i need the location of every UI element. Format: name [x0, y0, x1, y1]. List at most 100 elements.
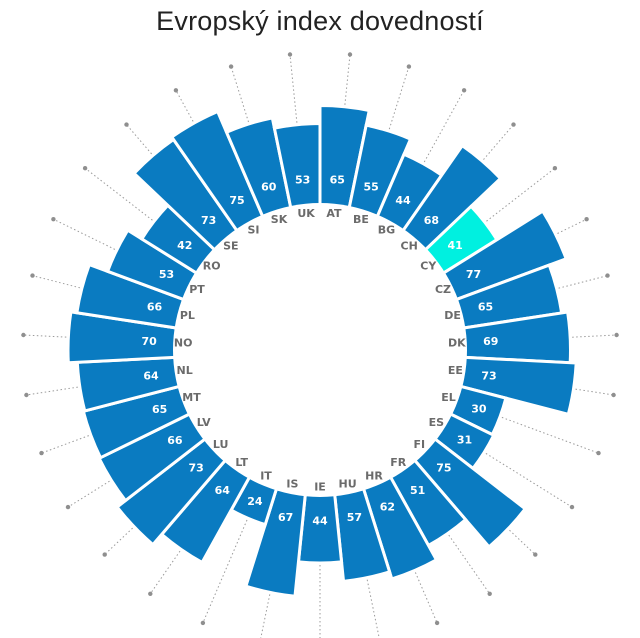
value-label-cz: 77 — [466, 268, 481, 281]
guide-line-si — [175, 90, 194, 122]
guide-line-no — [23, 334, 67, 338]
value-label-fi: 75 — [436, 461, 451, 474]
guide-dot-fi — [533, 552, 538, 557]
value-label-is: 67 — [278, 511, 293, 524]
category-label-ie: IE — [314, 481, 326, 494]
value-label-el: 30 — [471, 402, 487, 415]
value-label-hr: 62 — [380, 501, 395, 514]
guide-dot-cy — [552, 166, 558, 171]
guide-dot-uk — [287, 52, 293, 57]
category-label-be: BE — [353, 213, 369, 226]
value-label-uk: 53 — [295, 173, 310, 186]
guide-dot-sk — [228, 64, 234, 69]
guide-dot-ee — [611, 392, 616, 398]
guide-dot-pt — [51, 217, 56, 222]
category-label-mt: MT — [182, 391, 201, 404]
guide-line-bg — [423, 90, 465, 163]
guide-line-lt — [149, 550, 181, 595]
guide-line-lv — [67, 480, 110, 508]
category-label-dk: DK — [448, 337, 466, 350]
category-label-at: AT — [326, 207, 342, 220]
value-label-it: 24 — [247, 495, 263, 508]
guide-line-is — [260, 594, 271, 638]
category-label-hu: HU — [339, 478, 357, 491]
category-label-ee: EE — [448, 364, 463, 377]
category-label-de: DE — [444, 309, 461, 322]
guide-dot-lu — [102, 552, 107, 557]
value-label-lt: 64 — [215, 484, 231, 497]
guide-line-pl — [32, 275, 81, 289]
guide-line-se — [126, 124, 152, 155]
guide-dot-lv — [65, 504, 71, 510]
value-label-sk: 60 — [261, 180, 277, 193]
guide-dot-ch — [511, 122, 516, 127]
guide-line-sk — [230, 66, 249, 123]
value-label-dk: 69 — [483, 335, 498, 348]
guide-dot-dk — [614, 332, 619, 338]
value-label-bg: 44 — [395, 194, 411, 207]
guide-dot-fr — [487, 591, 492, 596]
value-label-pt: 53 — [159, 268, 174, 281]
guide-dot-mt — [39, 450, 44, 456]
value-label-be: 55 — [364, 180, 379, 193]
value-label-ee: 73 — [481, 369, 496, 382]
center-hole — [173, 203, 467, 497]
category-label-pl: PL — [180, 309, 195, 322]
category-label-ro: RO — [203, 260, 221, 273]
guide-dot-it — [200, 620, 206, 626]
category-label-lu: LU — [213, 438, 229, 451]
value-label-fr: 51 — [410, 484, 425, 497]
guide-line-de — [558, 275, 608, 289]
category-label-cy: CY — [420, 260, 437, 273]
guide-line-fi — [509, 529, 536, 555]
guide-line-fr — [448, 534, 491, 595]
category-label-bg: BG — [378, 224, 395, 237]
guide-dot-be — [406, 64, 412, 69]
category-label-hr: HR — [365, 469, 383, 482]
category-label-fr: FR — [390, 456, 407, 469]
guide-dot-cz — [584, 217, 589, 222]
value-label-at: 65 — [330, 173, 345, 186]
category-label-se: SE — [223, 240, 238, 253]
guide-dot-pl — [30, 273, 35, 278]
guide-line-dk — [572, 334, 617, 338]
category-label-uk: UK — [297, 207, 315, 220]
chart-title: Evropský index dovedností — [156, 6, 484, 36]
value-label-ro: 42 — [177, 239, 192, 252]
value-label-lv: 66 — [167, 434, 183, 447]
value-label-mt: 65 — [152, 403, 167, 416]
guide-dot-el — [596, 450, 601, 456]
guide-dot-nl — [24, 392, 29, 398]
guide-line-lu — [104, 527, 133, 555]
value-label-no: 70 — [142, 335, 158, 348]
guide-dot-lt — [148, 591, 153, 596]
guide-line-el — [501, 416, 599, 454]
value-label-se: 73 — [201, 214, 216, 227]
guide-line-hr — [414, 572, 438, 624]
guide-line-hu — [366, 579, 380, 638]
value-label-hu: 57 — [347, 511, 362, 524]
guide-dot-bg — [461, 88, 467, 93]
guide-dot-se — [124, 122, 129, 127]
value-label-cy: 41 — [448, 239, 463, 252]
value-label-de: 65 — [478, 301, 493, 314]
guide-dot-hr — [434, 620, 440, 626]
guide-line-cz — [557, 218, 587, 234]
guide-dot-ro — [82, 166, 88, 171]
category-label-nl: NL — [176, 364, 192, 377]
value-label-ch: 68 — [424, 214, 439, 227]
value-label-pl: 66 — [147, 301, 163, 314]
category-label-sk: SK — [271, 213, 288, 226]
guide-line-mt — [41, 435, 89, 454]
guide-dot-de — [605, 273, 610, 278]
category-label-cz: CZ — [435, 283, 451, 296]
guide-dot-at — [347, 52, 353, 57]
guide-line-pt — [53, 218, 116, 250]
category-label-fi: FI — [413, 438, 425, 451]
value-label-es: 31 — [457, 434, 472, 447]
guide-line-nl — [26, 386, 78, 396]
category-label-is: IS — [286, 478, 298, 491]
guide-line-at — [344, 54, 351, 105]
guide-dot-no — [21, 332, 26, 338]
